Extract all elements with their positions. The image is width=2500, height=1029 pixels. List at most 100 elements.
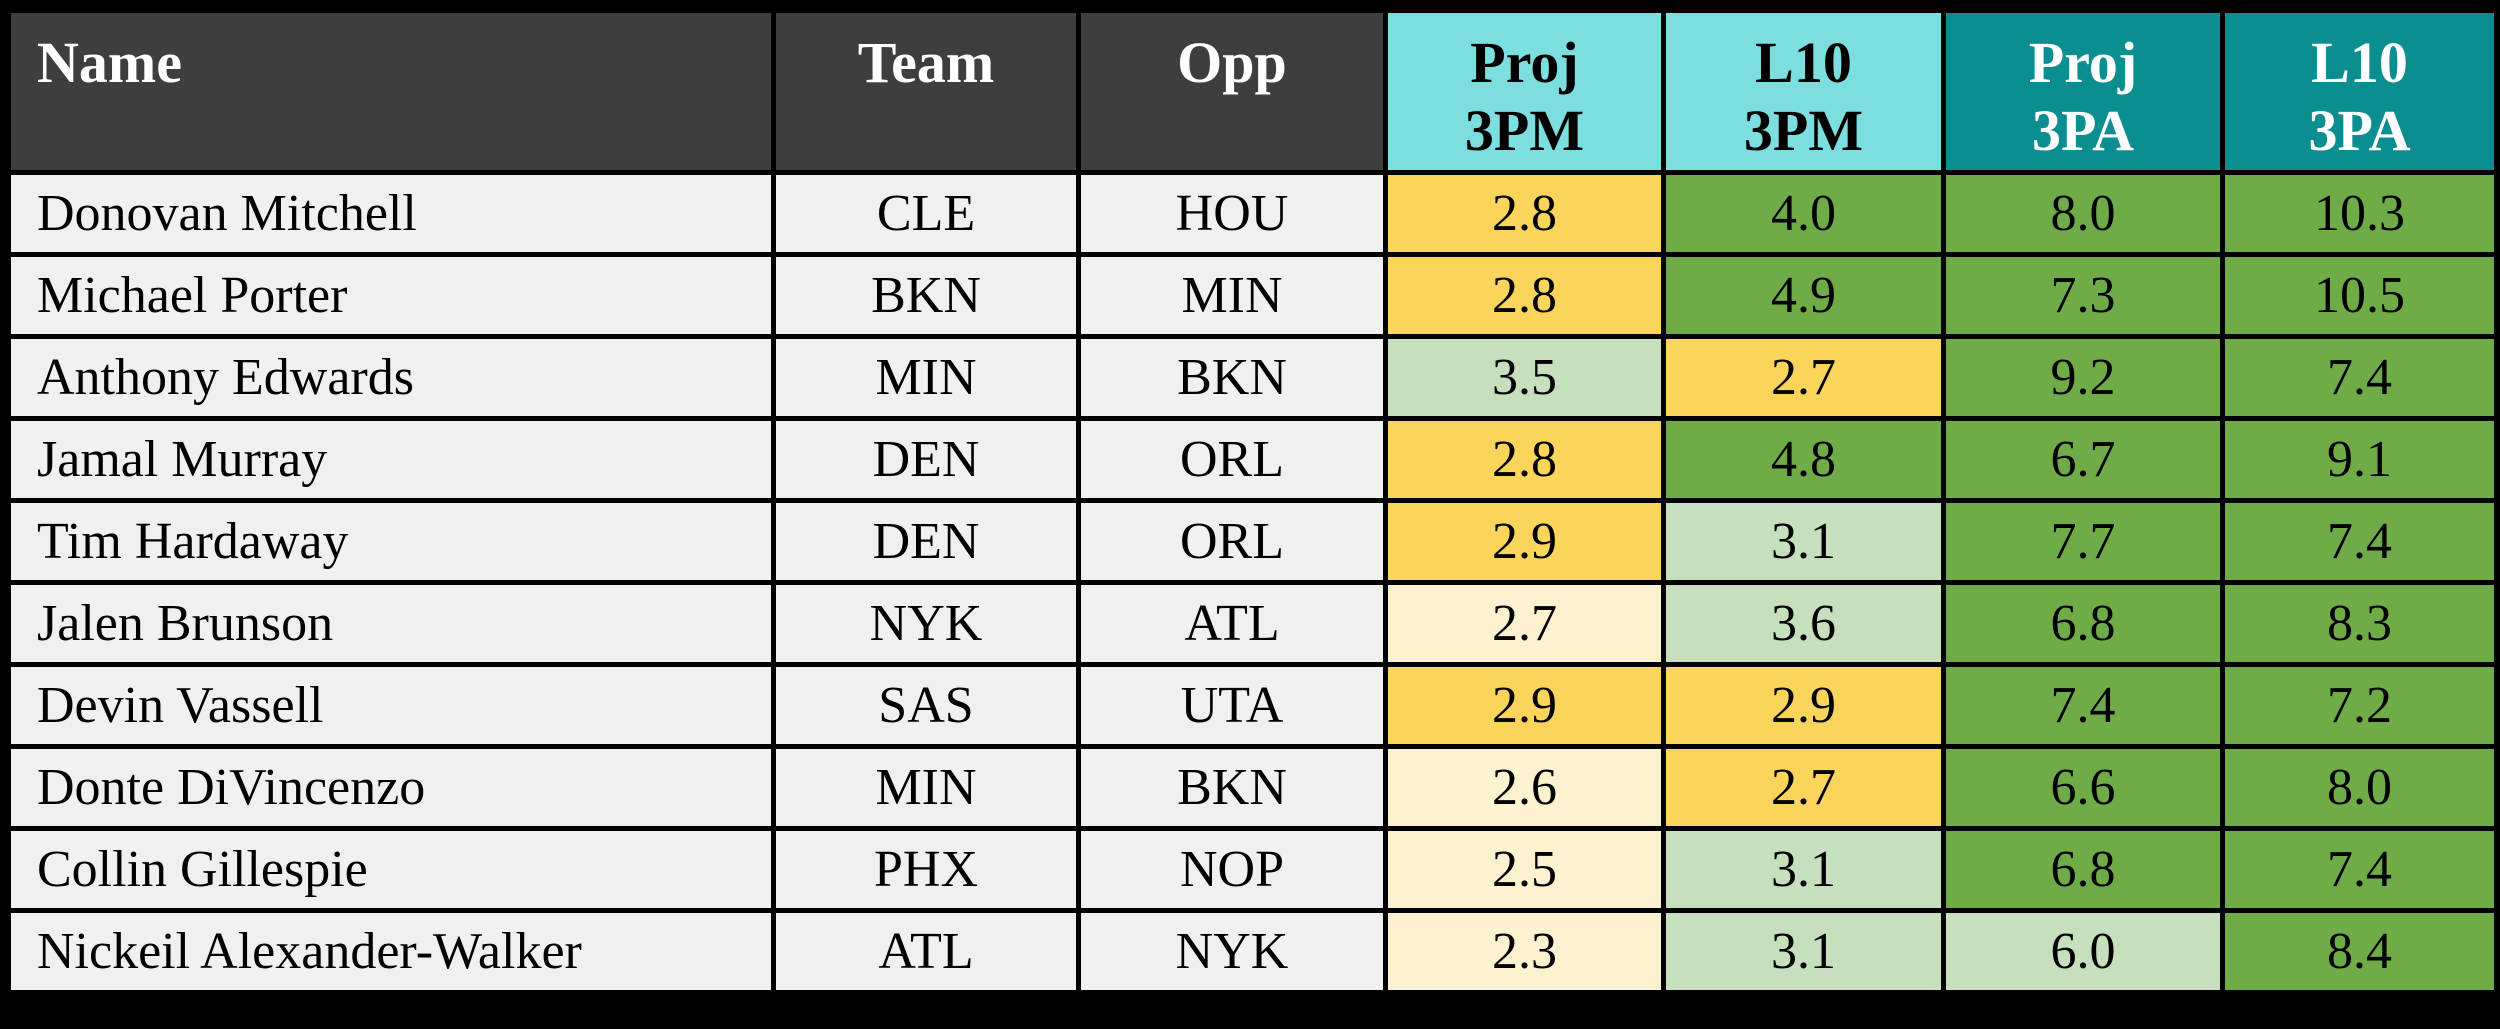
cell-proj_3pa: 9.2 — [1941, 334, 2225, 421]
cell-team: PHX — [771, 826, 1081, 913]
cell-team: CLE — [771, 170, 1081, 257]
cell-team: ATL — [771, 908, 1081, 995]
column-header-proj_3pm: Proj 3PM — [1383, 8, 1666, 175]
column-header-label: Name — [37, 30, 182, 95]
column-header-label: L10 — [2311, 30, 2408, 95]
cell-proj_3pm: 2.5 — [1383, 826, 1666, 913]
cell-name: Michael Porter — [6, 252, 776, 339]
cell-opp: ATL — [1076, 580, 1388, 667]
cell-opp: BKN — [1076, 744, 1388, 831]
cell-team: SAS — [771, 662, 1081, 749]
cell-opp: HOU — [1076, 170, 1388, 257]
projections-table: Name Team Opp Proj 3PM L10 3PM Proj 3PA L10 3PA Do… — [6, 8, 2499, 995]
cell-team: NYK — [771, 580, 1081, 667]
cell-team: MIN — [771, 334, 1081, 421]
cell-name: Tim Hardaway — [6, 498, 776, 585]
table-row: Donovan Mitchell CLE HOU 2.8 4.0 8.0 10.3 — [6, 170, 2499, 257]
column-header-label: Team — [857, 30, 995, 95]
column-header-label: Proj — [2028, 30, 2138, 95]
cell-l10_3pa: 10.5 — [2220, 252, 2499, 339]
cell-proj_3pm: 2.8 — [1383, 170, 1666, 257]
cell-proj_3pm: 2.7 — [1383, 580, 1666, 667]
column-header-label: 3PA — [2031, 98, 2134, 164]
column-header-label: Proj — [1470, 30, 1579, 95]
cell-l10_3pa: 10.3 — [2220, 170, 2499, 257]
column-header-label: 3PA — [2308, 98, 2411, 164]
cell-proj_3pm: 2.8 — [1383, 416, 1666, 503]
cell-l10_3pa: 9.1 — [2220, 416, 2499, 503]
cell-team: MIN — [771, 744, 1081, 831]
column-header-team: Team — [771, 8, 1081, 175]
cell-l10_3pm: 2.7 — [1661, 334, 1946, 421]
cell-name: Anthony Edwards — [6, 334, 776, 421]
table-row: Jamal Murray DEN ORL 2.8 4.8 6.7 9.1 — [6, 416, 2499, 503]
cell-l10_3pm: 3.1 — [1661, 826, 1946, 913]
cell-proj_3pa: 6.0 — [1941, 908, 2225, 995]
cell-opp: NYK — [1076, 908, 1388, 995]
column-header-l10_3pm: L10 3PM — [1661, 8, 1946, 175]
cell-l10_3pa: 8.4 — [2220, 908, 2499, 995]
cell-team: DEN — [771, 498, 1081, 585]
table-row: Collin Gillespie PHX NOP 2.5 3.1 6.8 7.4 — [6, 826, 2499, 913]
cell-name: Collin Gillespie — [6, 826, 776, 913]
cell-proj_3pa: 7.7 — [1941, 498, 2225, 585]
cell-l10_3pa: 7.2 — [2220, 662, 2499, 749]
column-header-opp: Opp — [1076, 8, 1388, 175]
header-row: Name Team Opp Proj 3PM L10 3PM Proj 3PA L10 3PA — [6, 8, 2499, 175]
cell-opp: MIN — [1076, 252, 1388, 339]
cell-l10_3pm: 2.9 — [1661, 662, 1946, 749]
cell-team: DEN — [771, 416, 1081, 503]
cell-l10_3pm: 2.7 — [1661, 744, 1946, 831]
column-header-name: Name — [6, 8, 776, 175]
cell-name: Jamal Murray — [6, 416, 776, 503]
column-header-label: 3PM — [1743, 98, 1864, 164]
cell-proj_3pm: 3.5 — [1383, 334, 1666, 421]
cell-team: BKN — [771, 252, 1081, 339]
cell-opp: NOP — [1076, 826, 1388, 913]
table-row: Donte DiVincenzo MIN BKN 2.6 2.7 6.6 8.0 — [6, 744, 2499, 831]
table-body: Donovan Mitchell CLE HOU 2.8 4.0 8.0 10.3 Micha… — [6, 170, 2499, 995]
cell-opp: ORL — [1076, 498, 1388, 585]
table-container: Name Team Opp Proj 3PM L10 3PM Proj 3PA L10 3PA Do… — [6, 8, 2499, 995]
table-row: Michael Porter BKN MIN 2.8 4.9 7.3 10.5 — [6, 252, 2499, 339]
column-header-label: L10 — [1755, 30, 1852, 95]
cell-proj_3pm: 2.8 — [1383, 252, 1666, 339]
cell-proj_3pa: 7.4 — [1941, 662, 2225, 749]
cell-proj_3pa: 6.7 — [1941, 416, 2225, 503]
column-header-label: 3PM — [1464, 98, 1585, 164]
cell-l10_3pa: 7.4 — [2220, 498, 2499, 585]
cell-name: Donte DiVincenzo — [6, 744, 776, 831]
cell-opp: ORL — [1076, 416, 1388, 503]
cell-opp: BKN — [1076, 334, 1388, 421]
cell-proj_3pa: 6.8 — [1941, 826, 2225, 913]
cell-name: Donovan Mitchell — [6, 170, 776, 257]
cell-proj_3pm: 2.9 — [1383, 662, 1666, 749]
cell-l10_3pm: 3.6 — [1661, 580, 1946, 667]
cell-l10_3pm: 4.9 — [1661, 252, 1946, 339]
table-row: Anthony Edwards MIN BKN 3.5 2.7 9.2 7.4 — [6, 334, 2499, 421]
column-header-l10_3pa: L10 3PA — [2220, 8, 2499, 175]
table-row: Tim Hardaway DEN ORL 2.9 3.1 7.7 7.4 — [6, 498, 2499, 585]
cell-opp: UTA — [1076, 662, 1388, 749]
table-row: Jalen Brunson NYK ATL 2.7 3.6 6.8 8.3 — [6, 580, 2499, 667]
cell-proj_3pa: 6.8 — [1941, 580, 2225, 667]
cell-proj_3pa: 8.0 — [1941, 170, 2225, 257]
cell-l10_3pa: 8.3 — [2220, 580, 2499, 667]
cell-l10_3pa: 7.4 — [2220, 334, 2499, 421]
table-row: Nickeil Alexander-Walker ATL NYK 2.3 3.1 6.0 8… — [6, 908, 2499, 995]
cell-name: Devin Vassell — [6, 662, 776, 749]
cell-l10_3pm: 4.8 — [1661, 416, 1946, 503]
table-row: Devin Vassell SAS UTA 2.9 2.9 7.4 7.2 — [6, 662, 2499, 749]
cell-l10_3pm: 4.0 — [1661, 170, 1946, 257]
cell-proj_3pm: 2.9 — [1383, 498, 1666, 585]
cell-l10_3pa: 7.4 — [2220, 826, 2499, 913]
column-header-proj_3pa: Proj 3PA — [1941, 8, 2225, 175]
cell-l10_3pa: 8.0 — [2220, 744, 2499, 831]
cell-proj_3pa: 6.6 — [1941, 744, 2225, 831]
cell-proj_3pa: 7.3 — [1941, 252, 2225, 339]
cell-l10_3pm: 3.1 — [1661, 908, 1946, 995]
cell-name: Jalen Brunson — [6, 580, 776, 667]
column-header-label: Opp — [1177, 30, 1287, 95]
cell-proj_3pm: 2.6 — [1383, 744, 1666, 831]
